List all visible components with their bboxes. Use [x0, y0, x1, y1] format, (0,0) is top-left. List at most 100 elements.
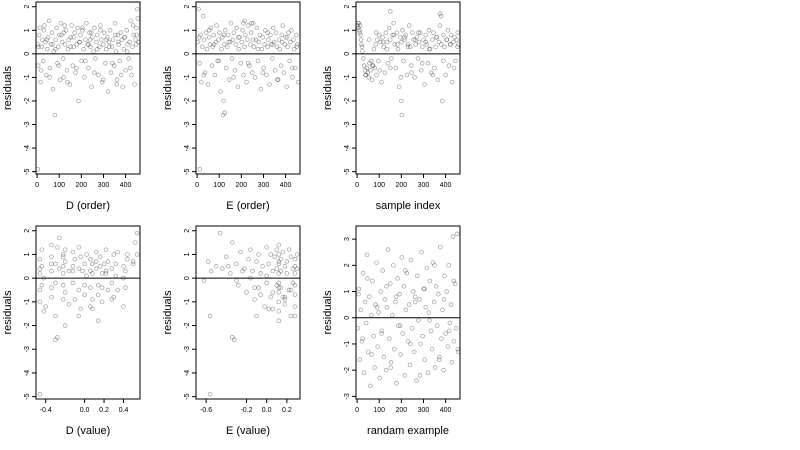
data-point: [253, 37, 259, 42]
data-point: [221, 32, 227, 38]
data-point: [268, 252, 273, 257]
y-axis-label: residuals: [2, 290, 14, 335]
data-point: [103, 46, 109, 52]
data-point: [245, 61, 251, 66]
data-point: [411, 289, 416, 294]
x-tick-label: 0.2: [99, 407, 109, 414]
data-point: [369, 58, 374, 64]
data-point: [422, 357, 428, 362]
data-point: [224, 44, 230, 50]
data-point: [95, 32, 100, 38]
data-point: [115, 287, 120, 293]
data-point: [455, 346, 461, 352]
data-point: [125, 42, 130, 47]
data-point: [444, 289, 449, 294]
data-point: [227, 39, 233, 45]
data-point: [275, 77, 280, 83]
data-point: [224, 254, 229, 260]
data-point: [217, 230, 223, 236]
data-point: [204, 46, 210, 52]
data-point: [72, 297, 78, 302]
data-point: [451, 39, 456, 45]
data-point: [388, 360, 394, 365]
data-point: [75, 25, 80, 31]
y-tick-label: -4: [24, 370, 31, 376]
data-point: [217, 30, 222, 35]
data-point: [65, 46, 71, 52]
data-point: [443, 331, 448, 336]
data-point: [99, 37, 104, 42]
data-point: [199, 79, 204, 85]
y-tick-label: -4: [184, 145, 191, 151]
data-point: [287, 58, 292, 64]
data-point: [197, 167, 203, 172]
data-point: [274, 44, 280, 50]
data-point: [276, 290, 282, 295]
data-point: [284, 35, 290, 40]
x-tick-label: 0: [355, 407, 359, 414]
data-point: [252, 285, 257, 290]
data-point: [49, 268, 54, 274]
data-point: [225, 32, 231, 38]
data-point: [197, 61, 202, 66]
data-point: [252, 75, 258, 80]
x-axis-label: D (order): [66, 200, 110, 212]
y-tick-label: -3: [184, 346, 191, 352]
data-point: [226, 264, 231, 269]
data-point: [427, 318, 432, 323]
data-point: [41, 28, 47, 33]
data-point: [133, 42, 139, 47]
y-tick-label: -4: [344, 145, 351, 151]
data-point: [398, 352, 403, 357]
data-point: [66, 301, 72, 307]
data-point: [396, 323, 401, 328]
data-point: [282, 297, 288, 302]
data-point: [238, 249, 243, 255]
data-point: [434, 323, 440, 328]
data-point: [35, 42, 40, 47]
data-point: [76, 266, 82, 271]
data-point: [48, 42, 54, 47]
data-point: [222, 110, 228, 115]
data-point: [77, 39, 82, 45]
data-point: [360, 270, 366, 276]
data-point: [95, 46, 100, 52]
data-point: [250, 20, 256, 26]
data-point: [377, 375, 382, 381]
x-tick-label: 400: [440, 407, 452, 414]
data-point: [369, 77, 375, 83]
data-point: [381, 354, 387, 360]
data-point: [121, 46, 127, 52]
data-point: [99, 299, 105, 305]
y-tick-label: -1: [24, 74, 31, 80]
data-point: [88, 268, 93, 274]
data-point: [452, 35, 457, 40]
data-point: [111, 294, 117, 300]
data-point: [420, 333, 425, 339]
data-point: [92, 70, 97, 75]
data-point: [94, 259, 99, 264]
data-point: [66, 268, 72, 274]
y-tick-label: 0: [184, 52, 191, 56]
data-point: [222, 28, 228, 33]
y-tick-label: -2: [184, 98, 191, 104]
data-point: [361, 63, 367, 68]
data-point: [62, 23, 67, 28]
data-point: [78, 32, 83, 38]
data-point: [369, 352, 374, 357]
data-point: [270, 306, 275, 312]
y-tick-label: -2: [344, 367, 351, 373]
data-point: [274, 266, 280, 271]
data-point: [294, 252, 300, 257]
data-point: [228, 20, 234, 26]
plot-frame: [195, 225, 301, 400]
data-point: [55, 61, 60, 66]
data-point: [404, 270, 410, 276]
data-point: [136, 39, 141, 45]
data-point: [257, 32, 262, 38]
data-point: [260, 264, 265, 269]
data-point: [224, 65, 229, 71]
data-point: [82, 282, 87, 288]
data-point: [124, 49, 130, 54]
data-point: [455, 349, 461, 355]
